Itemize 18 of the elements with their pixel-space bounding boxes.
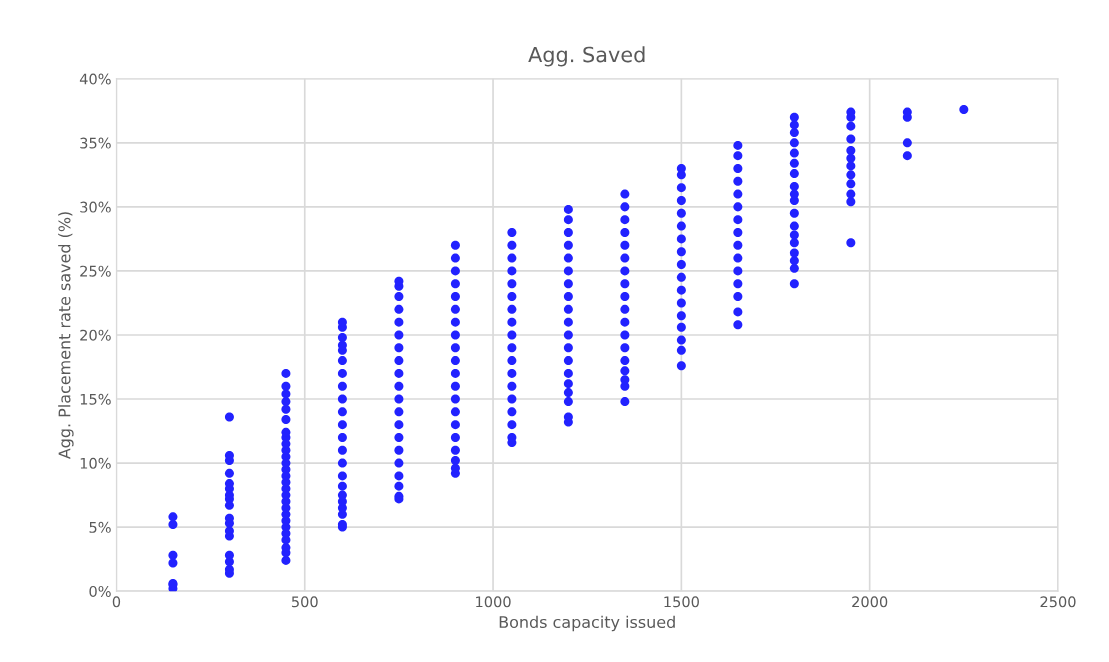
x-tick-label: 2000 xyxy=(852,596,888,608)
x-tick-label: 0 xyxy=(112,596,121,608)
x-tick-label: 500 xyxy=(291,596,318,608)
y-tick-label: 0% xyxy=(89,585,111,597)
y-tick-label: 20% xyxy=(80,329,111,341)
y-tick-label: 5% xyxy=(89,521,111,533)
chart-title: Agg. Saved xyxy=(528,46,645,67)
y-tick-label: 30% xyxy=(80,201,111,213)
y-tick-label: 25% xyxy=(80,265,111,277)
y-tick-label: 35% xyxy=(80,137,111,149)
y-axis-title: Agg. Placement rate saved (%) xyxy=(58,212,74,460)
y-tick-label: 10% xyxy=(80,457,111,469)
y-tick-label: 15% xyxy=(80,393,111,405)
x-tick-label: 2500 xyxy=(1040,596,1076,608)
x-tick-label: 1500 xyxy=(664,596,699,608)
y-tick-label: 40% xyxy=(79,73,111,85)
x-tick-label: 1000 xyxy=(476,596,511,608)
x-axis-title: Bonds capacity issued xyxy=(499,615,675,632)
